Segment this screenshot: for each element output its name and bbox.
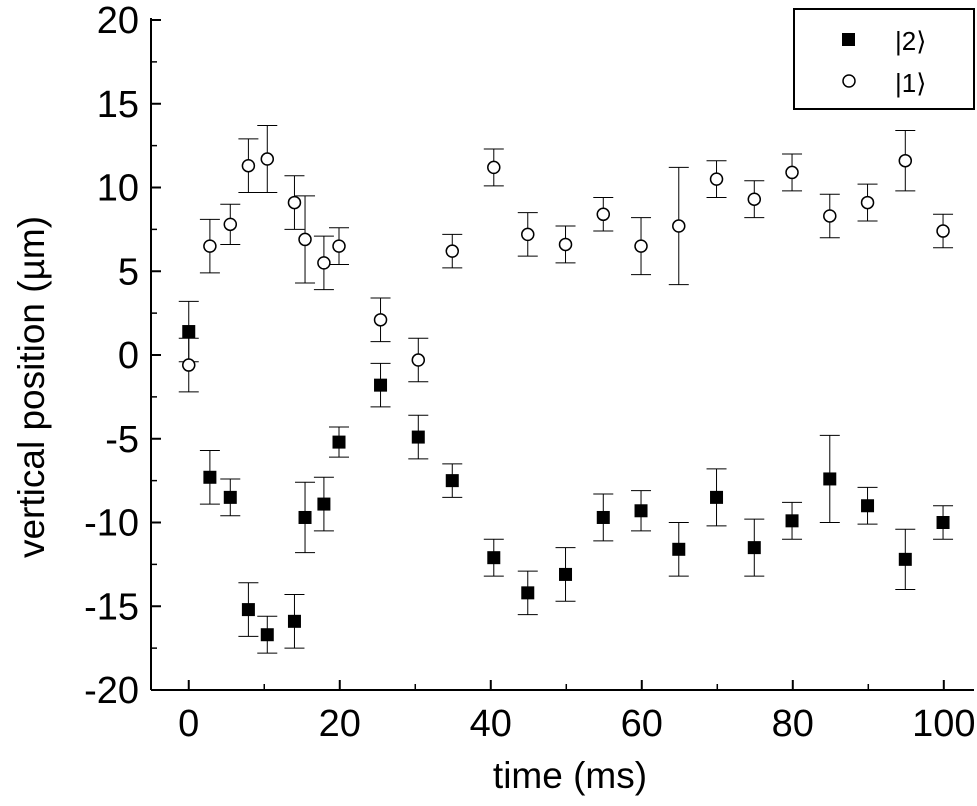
- y-tick-label: -10: [84, 503, 139, 545]
- x-axis-label: time (ms): [493, 755, 647, 796]
- data-point-circle: [182, 358, 196, 372]
- data-point-square: [596, 510, 610, 524]
- y-tick-label: 5: [118, 251, 139, 293]
- data-point-circle: [287, 195, 302, 210]
- data-point-square: [936, 516, 950, 529]
- data-point-circle: [860, 195, 875, 210]
- data-point-square: [861, 499, 875, 513]
- data-point-square: [298, 510, 312, 524]
- x-tick-label: 20: [319, 703, 361, 745]
- data-point-circle: [785, 165, 799, 180]
- data-point-square: [898, 552, 912, 566]
- y-tick-label: -5: [105, 419, 139, 461]
- y-tick-label: 0: [118, 335, 139, 377]
- legend-label-series-1: |2⟩: [895, 26, 926, 56]
- y-axis-label: vertical position (µm): [11, 216, 52, 558]
- data-point-circle: [223, 217, 238, 232]
- x-tick-label: 100: [912, 703, 975, 745]
- legend-label-series-2: |1⟩: [895, 68, 926, 98]
- data-point-square: [559, 567, 573, 581]
- x-tick-label: 40: [470, 703, 512, 745]
- data-point-circle: [521, 227, 535, 242]
- y-tick-label: -15: [84, 586, 139, 628]
- data-point-square: [521, 586, 535, 600]
- axes: 20 15 10 5 0 -5 -10 -15 -20 0 20 40 60 80 100: [84, 0, 975, 745]
- x-tick-label: 80: [772, 703, 814, 745]
- y-tick-label: 10: [97, 168, 139, 210]
- data-point-square: [241, 603, 255, 617]
- series-layer: [178, 125, 954, 654]
- x-tick-label: 60: [621, 703, 663, 745]
- data-point-square: [487, 551, 501, 565]
- data-point-circle: [709, 172, 724, 186]
- y-tick-label: -20: [84, 670, 139, 712]
- data-point-circle: [203, 239, 217, 253]
- data-point-circle: [445, 244, 460, 258]
- data-point-circle: [332, 239, 346, 253]
- legend-box: [793, 8, 975, 110]
- data-point-square: [747, 541, 761, 555]
- y-tick-label: 20: [97, 0, 139, 42]
- data-point-circle: [747, 192, 762, 206]
- data-point-circle: [898, 153, 913, 168]
- data-point-square: [332, 435, 346, 449]
- data-point-square: [411, 430, 425, 444]
- data-point-circle: [298, 232, 312, 247]
- legend: |2⟩ |1⟩: [793, 8, 975, 110]
- data-point-square: [203, 470, 217, 484]
- data-point-square: [317, 497, 331, 511]
- data-point-circle: [823, 209, 837, 223]
- data-point-square: [445, 474, 459, 488]
- y-tick-label: 15: [97, 84, 139, 126]
- data-point-square: [374, 378, 388, 392]
- data-point-circle: [558, 237, 573, 252]
- data-point-square: [710, 490, 724, 504]
- data-point-square: [634, 504, 648, 518]
- legend-marker-series-2: [842, 74, 856, 88]
- series-1: [178, 300, 954, 654]
- data-point-circle: [411, 353, 426, 367]
- data-point-circle: [317, 256, 331, 270]
- data-point-square: [223, 490, 237, 504]
- x-tick-label: 0: [178, 703, 199, 745]
- legend-marker-series-1: [842, 33, 855, 46]
- data-point-circle: [373, 313, 388, 327]
- data-point-circle: [596, 207, 611, 222]
- data-point-square: [260, 628, 274, 642]
- data-point-circle: [241, 158, 256, 173]
- data-point-square: [823, 472, 837, 486]
- data-point-square: [785, 514, 799, 528]
- data-point-circle: [260, 152, 275, 166]
- data-point-square: [672, 542, 686, 556]
- series-2: [178, 125, 954, 393]
- data-point-circle: [634, 239, 648, 253]
- data-point-circle: [936, 224, 950, 238]
- data-point-square: [182, 325, 196, 339]
- data-point-circle: [672, 219, 686, 233]
- data-point-circle: [487, 160, 501, 175]
- data-point-square: [287, 614, 301, 628]
